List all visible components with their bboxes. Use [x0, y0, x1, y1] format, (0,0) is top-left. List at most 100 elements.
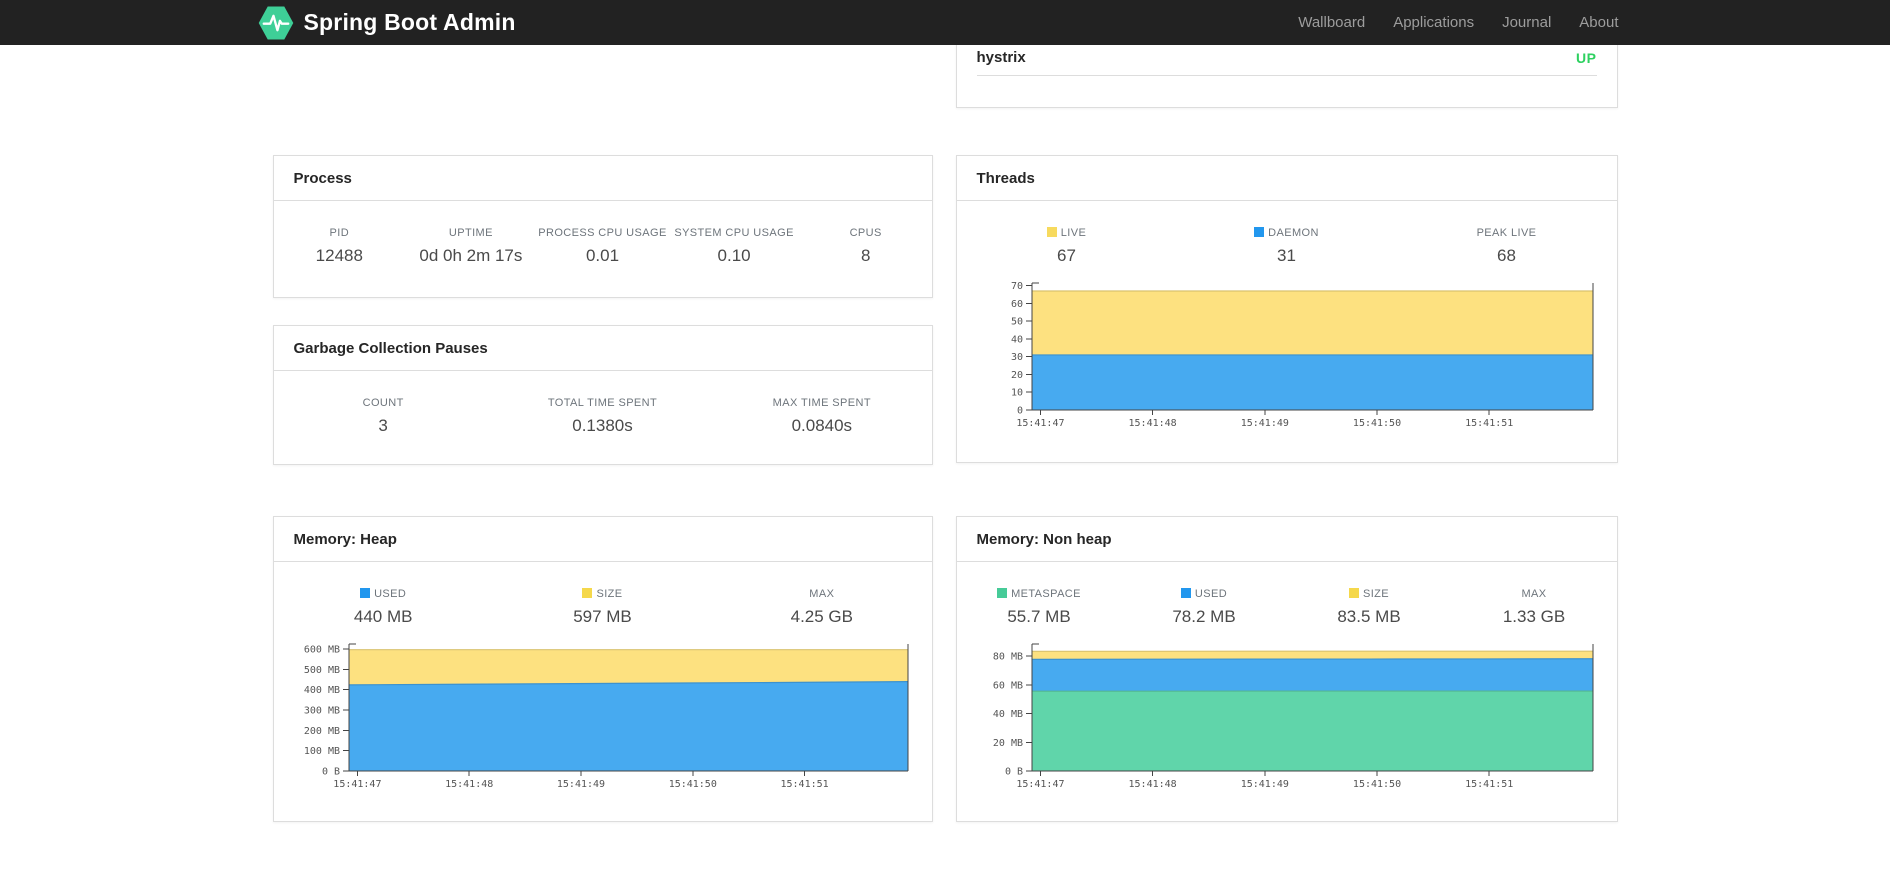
stat-label: METASPACE [957, 588, 1122, 600]
memory-nonheap-chart: 0 B 20 MB 40 MB 60 MB 80 MB 15:41:47 15:41:48 1… [992, 643, 1593, 790]
svg-text:60 MB: 60 MB [992, 680, 1022, 691]
health-service-name: hystrix [976, 49, 1026, 66]
svg-text:15:41:48: 15:41:48 [445, 779, 493, 790]
stat-max: MAX 1.33 GB [1452, 588, 1617, 627]
svg-text:300 MB: 300 MB [303, 706, 339, 717]
stat-metaspace: METASPACE 55.7 MB [957, 588, 1122, 627]
stat-label: MAX [809, 588, 835, 600]
stat-label: TOTAL TIME SPENT [547, 397, 658, 409]
health-status-badge: UP [1576, 49, 1597, 66]
stat-label: CPUS [849, 227, 882, 239]
svg-text:0 B: 0 B [1004, 767, 1022, 778]
stat-value: 4.25 GB [790, 607, 853, 626]
health-row-hystrix: hystrix UP [976, 42, 1597, 76]
stat-max: MAX 4.25 GB [712, 588, 931, 627]
stat-max-time-spent: MAX TIME SPENT 0.0840s [712, 397, 931, 436]
stat-label: SIZE [1287, 588, 1452, 600]
stat-label: UPTIME [448, 227, 493, 239]
nav-item-journal: Journal [1488, 0, 1565, 45]
stat-value: 597 MB [573, 607, 632, 626]
stat-label: SIZE [493, 588, 712, 600]
nav-link-applications[interactable]: Applications [1393, 14, 1475, 31]
svg-text:15:41:50: 15:41:50 [1352, 779, 1400, 790]
stat-total-time-spent: TOTAL TIME SPENT 0.1380s [493, 397, 712, 436]
stat-value: 0.0840s [791, 416, 853, 435]
svg-text:600 MB: 600 MB [303, 645, 339, 656]
svg-text:20 MB: 20 MB [992, 738, 1022, 749]
svg-text:200 MB: 200 MB [303, 726, 339, 737]
stat-value: 8 [860, 246, 871, 265]
nav-links: Wallboard Applications Journal About [1284, 0, 1632, 45]
stat-value: 55.7 MB [1007, 607, 1071, 626]
memory-nonheap-card: Memory: Non heap METASPACE 55.7 MB USED 78.… [955, 516, 1618, 822]
svg-text:15:41:49: 15:41:49 [556, 779, 604, 790]
stat-value: 83.5 MB [1337, 607, 1401, 626]
svg-text:15:41:50: 15:41:50 [1352, 418, 1400, 429]
stat-label: DAEMON [1177, 227, 1397, 239]
process-card: Process PID 12488 UPTIME 0d 0h 2m 17s PROCES… [272, 155, 933, 298]
stat-daemon: DAEMON 31 [1177, 227, 1397, 266]
stat-label: MAX [1521, 588, 1547, 600]
svg-text:500 MB: 500 MB [303, 665, 339, 676]
memory-heap-chart: 0 B 100 MB 200 MB 300 MB 400 MB 500 MB 600 MB 1… [303, 643, 908, 790]
legend-swatch-icon [1348, 588, 1359, 598]
legend-swatch-icon [1046, 227, 1057, 237]
process-stats: PID 12488 UPTIME 0d 0h 2m 17s PROCESS CPU US… [274, 201, 932, 266]
memory-nonheap-card-title: Memory: Non heap [956, 517, 1617, 562]
svg-text:15:41:51: 15:41:51 [1465, 418, 1513, 429]
stat-size: SIZE 83.5 MB [1287, 588, 1452, 627]
memory-heap-stats: USED 440 MB SIZE 597 MB MAX 4.25 GB [274, 562, 932, 627]
svg-text:0 B: 0 B [321, 767, 339, 778]
stat-label: MAX TIME SPENT [772, 397, 871, 409]
stat-label: USED [1122, 588, 1287, 600]
stat-value: 68 [1497, 246, 1516, 265]
stat-value: 78.2 MB [1172, 607, 1236, 626]
gc-pauses-card: Garbage Collection Pauses COUNT 3 TOTAL TI… [272, 325, 933, 465]
stat-label: SYSTEM CPU USAGE [674, 227, 794, 239]
stat-label: PROCESS CPU USAGE [538, 227, 667, 239]
nav-link-wallboard[interactable]: Wallboard [1298, 14, 1366, 31]
stat-value: 440 MB [353, 607, 413, 626]
stat-value: 31 [1277, 246, 1296, 265]
svg-text:15:41:48: 15:41:48 [1128, 779, 1176, 790]
nav-item-applications: Applications [1379, 0, 1488, 45]
stat-value: 67 [1057, 246, 1076, 265]
gc-stats: COUNT 3 TOTAL TIME SPENT 0.1380s MAX TIME SP… [274, 371, 932, 436]
threads-stats: LIVE 67 DAEMON 31 PEAK LIVE 68 [957, 201, 1617, 266]
stat-value: 1.33 GB [1502, 607, 1566, 626]
legend-swatch-icon [997, 588, 1008, 598]
brand-link[interactable]: Spring Boot Admin [258, 5, 516, 41]
stat-used: USED 78.2 MB [1122, 588, 1287, 627]
stat-count: COUNT 3 [274, 397, 493, 436]
stat-label: PID [329, 227, 350, 239]
legend-swatch-icon [1254, 227, 1265, 237]
svg-text:15:41:47: 15:41:47 [1016, 779, 1064, 790]
svg-text:40 MB: 40 MB [992, 709, 1022, 720]
stat-cpus: CPUS 8 [800, 227, 932, 266]
legend-swatch-icon [582, 588, 593, 598]
memory-heap-card: Memory: Heap USED 440 MB SIZE 597 MB MAX 4.25… [272, 516, 933, 822]
svg-text:400 MB: 400 MB [303, 685, 339, 696]
threads-chart: 0 10 20 30 40 50 60 70 15:41:47 15:41:48 15:41:49 1… [1010, 281, 1593, 429]
nav-item-about: About [1565, 0, 1632, 45]
gc-card-title: Garbage Collection Pauses [273, 326, 932, 371]
process-card-title: Process [273, 156, 932, 201]
svg-text:15:41:49: 15:41:49 [1240, 779, 1288, 790]
svg-text:20: 20 [1010, 370, 1022, 381]
svg-text:15:41:47: 15:41:47 [1016, 418, 1064, 429]
navbar: Spring Boot Admin Wallboard Applications J… [0, 0, 1890, 45]
nav-link-about[interactable]: About [1579, 14, 1619, 31]
svg-text:10: 10 [1010, 388, 1022, 399]
svg-text:0: 0 [1016, 406, 1022, 417]
memory-nonheap-stats: METASPACE 55.7 MB USED 78.2 MB SIZE 83.5 MB MA… [957, 562, 1617, 627]
stat-pid: PID 12488 [274, 227, 406, 266]
svg-text:40: 40 [1010, 334, 1022, 345]
svg-text:70: 70 [1010, 281, 1022, 292]
nav-item-wallboard: Wallboard [1284, 0, 1379, 45]
nav-link-journal[interactable]: Journal [1502, 14, 1552, 31]
stat-peak-live: PEAK LIVE 68 [1397, 227, 1617, 266]
svg-text:15:41:51: 15:41:51 [1465, 779, 1513, 790]
stat-label: LIVE [957, 227, 1177, 239]
stat-label: COUNT [362, 397, 404, 409]
legend-swatch-icon [360, 588, 371, 598]
